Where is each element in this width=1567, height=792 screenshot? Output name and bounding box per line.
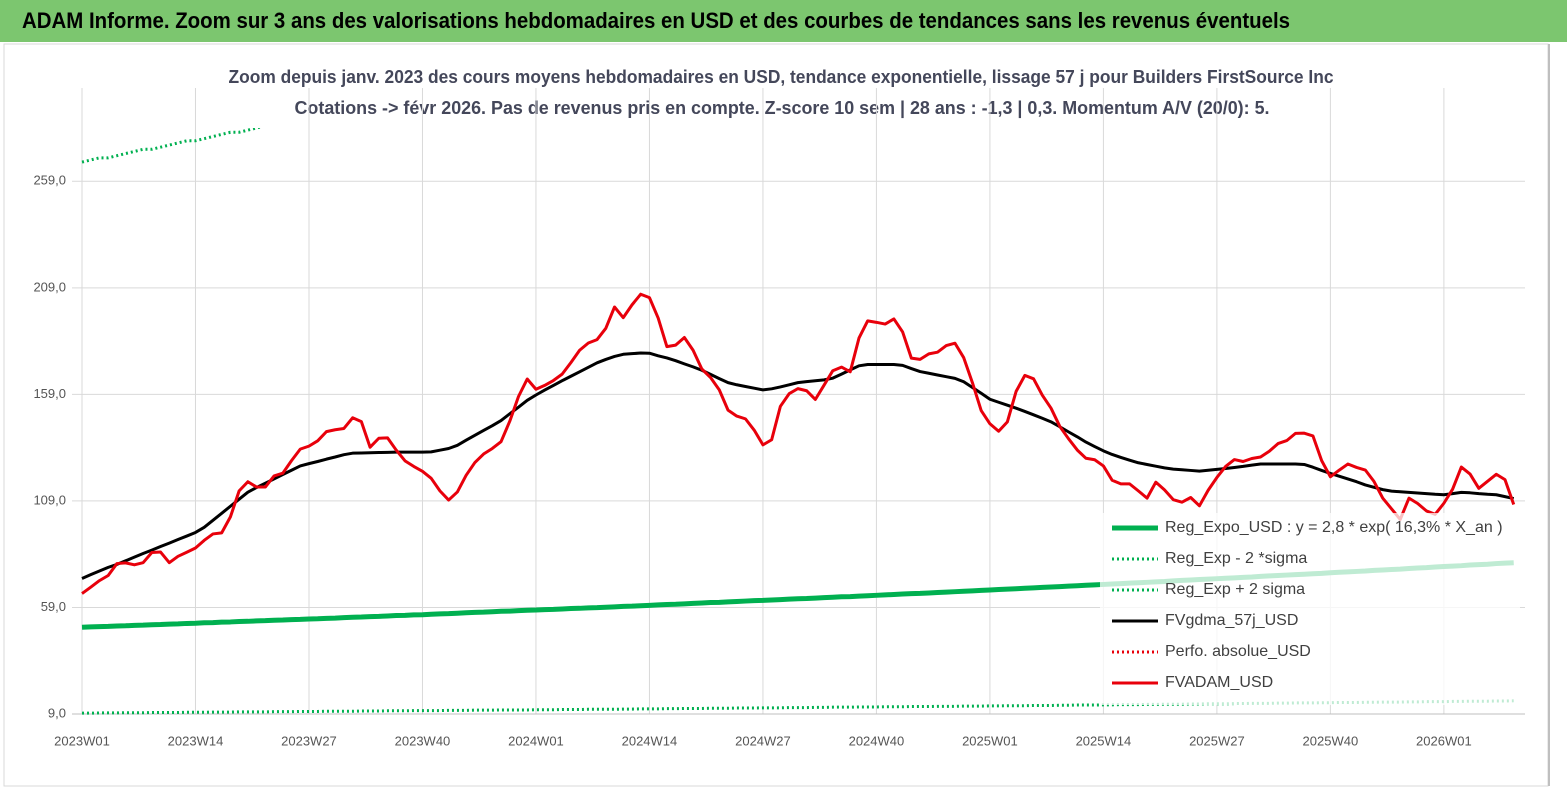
x-tick-label: 2024W01 xyxy=(508,733,564,748)
y-tick-label: 159,0 xyxy=(33,386,66,401)
x-tick-label: 2025W01 xyxy=(962,733,1018,748)
legend-label: Reg_Expo_USD : y = 2,8 * exp( 16,3% * X_… xyxy=(1165,519,1503,536)
y-tick-label: 59,0 xyxy=(41,599,66,614)
x-tick-label: 2023W27 xyxy=(281,733,337,748)
header-bar xyxy=(0,0,1567,42)
legend-box xyxy=(1100,513,1520,705)
x-tick-label: 2025W14 xyxy=(1076,733,1132,748)
legend-label: Perfo. absolue_USD xyxy=(1165,643,1311,660)
y-tick-label: 9,0 xyxy=(48,705,66,720)
y-tick-label: 259,0 xyxy=(33,173,66,188)
x-tick-label: 2023W40 xyxy=(395,733,451,748)
x-tick-label: 2026W01 xyxy=(1416,733,1472,748)
chart-subtitle: Cotations -> févr 2026. Pas de revenus p… xyxy=(295,98,1270,118)
x-tick-label: 2024W40 xyxy=(849,733,905,748)
series-line xyxy=(81,351,1515,580)
x-tick-label: 2025W40 xyxy=(1303,733,1359,748)
y-tick-label: 209,0 xyxy=(33,279,66,294)
y-tick-label: 109,0 xyxy=(33,492,66,507)
chart-title: Zoom depuis janv. 2023 des cours moyens … xyxy=(229,67,1334,87)
x-tick-label: 2023W01 xyxy=(54,733,110,748)
legend-label: Reg_Exp - 2 *sigma xyxy=(1165,550,1307,567)
legend-label: FVADAM_USD xyxy=(1165,674,1273,691)
legend-label: Reg_Exp + 2 sigma xyxy=(1165,581,1305,598)
series-line xyxy=(82,699,1514,715)
x-tick-label: 2024W27 xyxy=(735,733,791,748)
header-title: ADAM Informe. Zoom sur 3 ans des valoris… xyxy=(22,8,1290,33)
legend-label: FVgdma_57j_USD xyxy=(1165,612,1298,629)
x-tick-label: 2023W14 xyxy=(168,733,224,748)
series-line xyxy=(81,292,1516,595)
x-tick-label: 2025W27 xyxy=(1189,733,1245,748)
x-tick-label: 2024W14 xyxy=(622,733,678,748)
